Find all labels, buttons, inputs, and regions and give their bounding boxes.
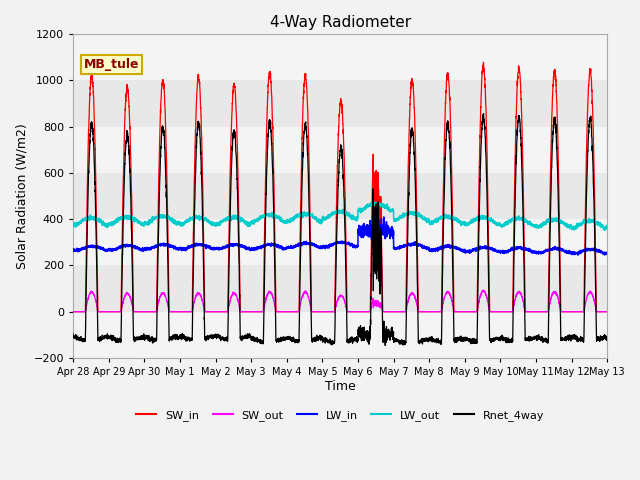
LW_in — [490, 248, 498, 254]
Line: SW_in: SW_in — [73, 62, 607, 312]
LW_in — [380, 214, 388, 220]
Rnet_4way — [165, 335, 173, 341]
Y-axis label: Solar Radiation (W/m2): Solar Radiation (W/m2) — [15, 123, 28, 269]
SW_out — [165, 309, 173, 314]
LW_out — [460, 219, 468, 225]
LW_in — [430, 248, 438, 253]
SW_out — [603, 309, 611, 314]
SW_in — [604, 309, 611, 314]
Rnet_4way — [480, 111, 488, 117]
Bar — [73, 219, 607, 265]
LW_out — [604, 224, 611, 229]
SW_in — [165, 307, 173, 312]
SW_out — [430, 309, 438, 314]
SW_out — [69, 309, 77, 314]
LW_out — [165, 216, 173, 222]
Bar — [73, 312, 607, 358]
Legend: SW_in, SW_out, LW_in, LW_out, Rnet_4way: SW_in, SW_out, LW_in, LW_out, Rnet_4way — [132, 406, 548, 425]
LW_out — [320, 217, 328, 223]
LW_in — [460, 249, 468, 255]
SW_in — [490, 309, 498, 314]
SW_in — [603, 309, 611, 314]
Line: LW_out: LW_out — [73, 202, 607, 230]
SW_in — [460, 309, 467, 314]
X-axis label: Time: Time — [324, 380, 355, 393]
Text: MB_tule: MB_tule — [84, 58, 140, 71]
LW_in — [165, 244, 173, 250]
SW_out — [320, 309, 328, 314]
LW_in — [604, 252, 611, 257]
SW_in — [480, 60, 488, 65]
SW_in — [69, 309, 77, 314]
LW_in — [574, 252, 582, 258]
Rnet_4way — [460, 338, 468, 344]
Line: LW_in: LW_in — [73, 217, 607, 255]
Line: SW_out: SW_out — [73, 290, 607, 312]
SW_out — [479, 288, 487, 293]
Rnet_4way — [604, 336, 611, 342]
SW_in — [320, 309, 328, 314]
Rnet_4way — [490, 338, 498, 344]
Rnet_4way — [603, 337, 611, 343]
LW_in — [603, 251, 611, 257]
LW_out — [69, 224, 77, 229]
SW_out — [460, 309, 467, 314]
SW_out — [490, 309, 498, 314]
Bar — [73, 127, 607, 173]
LW_out — [490, 219, 498, 225]
Title: 4-Way Radiometer: 4-Way Radiometer — [269, 15, 411, 30]
Rnet_4way — [381, 343, 389, 348]
SW_in — [430, 309, 438, 314]
Rnet_4way — [69, 331, 77, 336]
Rnet_4way — [430, 338, 438, 344]
LW_out — [603, 223, 611, 228]
LW_in — [320, 244, 328, 250]
LW_out — [430, 218, 438, 224]
SW_out — [604, 309, 611, 314]
LW_in — [69, 246, 77, 252]
Line: Rnet_4way: Rnet_4way — [73, 114, 607, 346]
Bar — [73, 34, 607, 80]
LW_out — [371, 199, 379, 205]
Rnet_4way — [320, 336, 328, 342]
LW_out — [601, 228, 609, 233]
